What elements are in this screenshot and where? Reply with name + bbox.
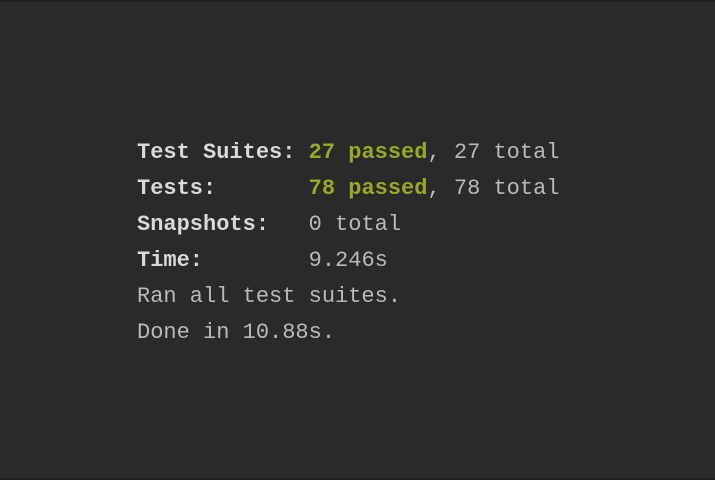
summary-line-tests: Tests: 78 passed, 78 total: [137, 171, 560, 207]
window-top-edge: [0, 0, 715, 2]
done-line: Done in 10.88s.: [137, 315, 560, 351]
time-value: 9.246s: [308, 248, 388, 273]
test-suites-total: , 27 total: [427, 140, 560, 165]
summary-line-snapshots: Snapshots: 0 total: [137, 207, 560, 243]
time-label: Time:: [137, 248, 204, 273]
window-bottom-edge: [0, 478, 715, 480]
tests-passed-count: 78 passed: [308, 176, 428, 201]
test-suites-label: Test Suites:: [137, 140, 296, 165]
jest-test-summary: Test Suites: 27 passed, 27 total Tests: …: [137, 135, 560, 351]
summary-line-time: Time: 9.246s: [137, 243, 560, 279]
done-text: Done in 10.88s.: [137, 320, 336, 345]
pad: [295, 140, 308, 165]
pad: [216, 176, 308, 201]
test-suites-passed-count: 27 passed: [308, 140, 428, 165]
summary-line-test-suites: Test Suites: 27 passed, 27 total: [137, 135, 560, 171]
ran-all-suites-text: Ran all test suites.: [137, 284, 402, 309]
snapshots-label: Snapshots:: [137, 212, 270, 237]
pad: [269, 212, 309, 237]
ran-all-suites-line: Ran all test suites.: [137, 279, 560, 315]
pad: [203, 248, 309, 273]
snapshots-total: 0 total: [308, 212, 402, 237]
tests-total: , 78 total: [427, 176, 560, 201]
tests-label: Tests:: [137, 176, 217, 201]
